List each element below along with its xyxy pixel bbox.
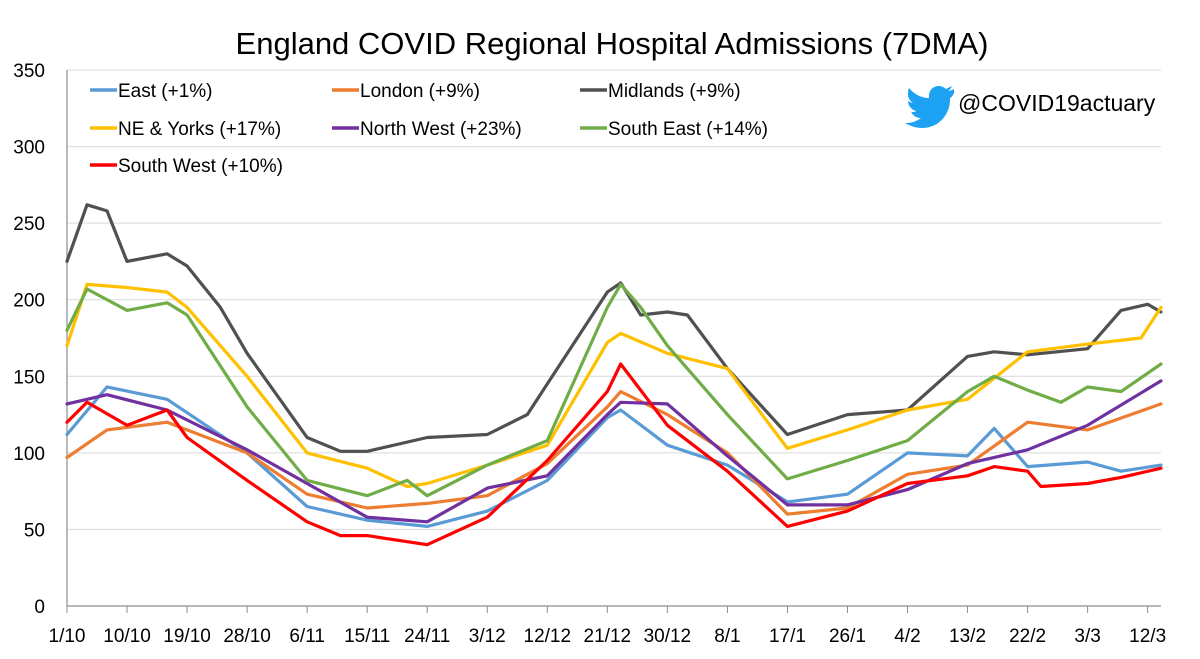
twitter-handle: @COVID19actuary [958,90,1156,116]
y-tick-label: 300 [13,138,45,159]
x-tick-label: 3/3 [1074,626,1100,647]
series-line-east [65,385,1163,529]
x-tick-label: 26/1 [829,626,866,647]
series-line-north-west [65,379,1163,524]
x-tick-label: 22/2 [1009,626,1046,647]
legend-label: South East (+14%) [608,119,768,140]
x-tick-label: 30/12 [644,626,692,647]
x-tick-label: 3/12 [469,626,506,647]
x-tick-label: 8/1 [714,626,740,647]
y-tick-label: 50 [24,520,45,541]
x-tick-label: 13/2 [949,626,986,647]
chart-title: England COVID Regional Hospital Admissio… [236,26,989,61]
x-tick-label: 6/11 [289,626,325,647]
series-line-south-east [65,282,1163,498]
x-tick-label: 10/10 [103,626,151,647]
branding: @COVID19actuary [905,86,1156,128]
y-tick-label: 200 [13,291,45,312]
y-tick-label: 150 [13,367,45,388]
legend-label: Midlands (+9%) [608,81,741,102]
x-tick-label: 28/10 [223,626,271,647]
x-tick-label: 12/3 [1129,626,1166,647]
x-tick-label: 21/12 [584,626,632,647]
y-tick-label: 100 [13,444,45,465]
legend-label: NE & Yorks (+17%) [118,119,281,140]
twitter-bird-icon [905,86,954,128]
x-tick-label: 19/10 [163,626,211,647]
y-axis: 0 50 100 150 200 250 300 350 [13,61,68,618]
x-tick-label: 1/10 [49,626,86,647]
x-tick-label: 17/1 [769,626,806,647]
legend-label: London (+9%) [360,81,480,102]
legend-label: South West (+10%) [118,156,283,177]
x-tick-label: 12/12 [524,626,572,647]
x-tick-label: 15/11 [344,626,390,647]
plot-lines [65,203,1163,547]
series-line-midlands [65,203,1163,453]
y-tick-label: 0 [34,597,45,618]
series-line-ne-yorks [65,282,1163,489]
x-tick-label: 24/11 [404,626,450,647]
y-tick-label: 250 [13,214,45,235]
series-line-south-west [65,362,1163,547]
legend-label: North West (+23%) [360,119,522,140]
y-tick-label: 350 [13,61,45,82]
x-tick-label: 4/2 [894,626,920,647]
legend-label: East (+1%) [118,81,213,102]
legend: East (+1%) London (+9%) Midlands (+9%) NE &… [90,81,768,177]
x-axis: 1/10 10/10 19/10 28/10 6/11 15/11 24/11 3/12 12/… [49,605,1166,647]
